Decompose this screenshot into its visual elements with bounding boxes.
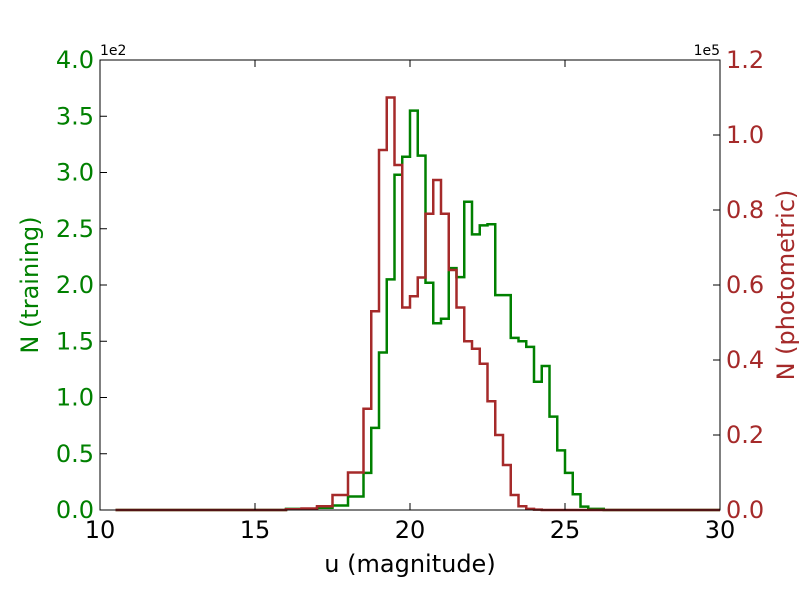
y-right-tick-label: 0.4 xyxy=(726,346,764,374)
y-left-tick-label: 0.5 xyxy=(56,440,94,468)
x-tick-label: 20 xyxy=(395,516,426,544)
histogram-series-left xyxy=(115,109,720,512)
y-axis-left-label: N (training) xyxy=(16,216,44,353)
x-tick-label: 25 xyxy=(550,516,581,544)
y-axis-right-label: N (photometric) xyxy=(772,190,800,381)
y-left-tick-label: 2.0 xyxy=(56,271,94,299)
x-tick-label: 10 xyxy=(85,516,116,544)
y-right-tick-label: 0.2 xyxy=(726,421,764,449)
histogram-series-right xyxy=(115,96,720,512)
series-layer xyxy=(115,96,720,512)
y-left-tick-label: 3.5 xyxy=(56,102,94,130)
x-tick-label: 30 xyxy=(705,516,736,544)
y-axis-right: 0.0 0.2 0.4 0.6 0.8 1.0 1.2 xyxy=(713,46,764,524)
y-axis-right-multiplier: 1e5 xyxy=(694,43,720,59)
y-left-tick-label: 3.0 xyxy=(56,159,94,187)
y-left-tick-label: 0.0 xyxy=(56,496,94,524)
y-left-tick-label: 4.0 xyxy=(56,46,94,74)
y-right-tick-label: 1.0 xyxy=(726,121,764,149)
x-tick-label: 15 xyxy=(240,516,271,544)
y-axis-left-multiplier: 1e2 xyxy=(100,43,126,59)
y-axis-left: 0.0 0.5 1.0 1.5 2.0 2.5 3.0 3.5 4.0 xyxy=(56,46,107,524)
y-right-tick-label: 0.6 xyxy=(726,271,764,299)
y-left-tick-label: 1.0 xyxy=(56,384,94,412)
y-right-tick-label: 0.8 xyxy=(726,196,764,224)
y-right-tick-label: 1.2 xyxy=(726,46,764,74)
x-axis: 10 15 20 25 30 xyxy=(85,60,736,544)
x-axis-label: u (magnitude) xyxy=(324,550,495,578)
y-left-tick-label: 2.5 xyxy=(56,215,94,243)
y-right-tick-label: 0.0 xyxy=(726,496,764,524)
y-left-tick-label: 1.5 xyxy=(56,327,94,355)
